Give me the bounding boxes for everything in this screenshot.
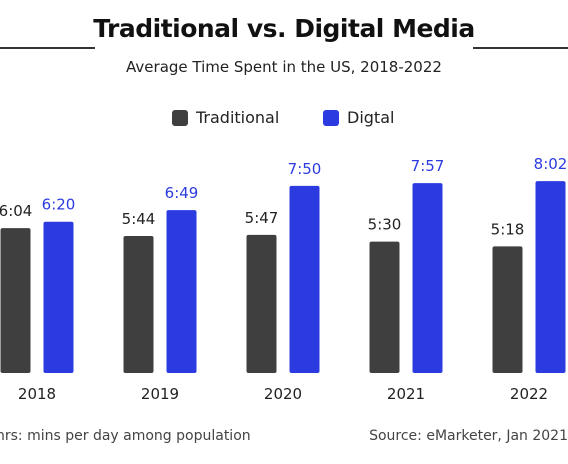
bar-digital-2020 [289, 185, 320, 373]
bar-traditional-2021 [369, 241, 400, 373]
data-label-digital-2018: 6:20 [42, 196, 76, 214]
bar-traditional-2019 [123, 236, 154, 373]
legend-swatch-digital [323, 109, 339, 126]
data-label-traditional-2020: 5:47 [245, 209, 279, 227]
bar-traditional-2020 [246, 234, 277, 373]
title-rule-left [0, 47, 95, 49]
x-tick-label-2019: 2019 [141, 385, 179, 403]
bar-traditional-2022 [492, 246, 523, 373]
data-label-traditional-2021: 5:30 [368, 216, 402, 234]
chart-subtitle: Average Time Spent in the US, 2018-2022 [126, 58, 442, 76]
bar-traditional-2018 [0, 228, 31, 373]
bar-digital-2021 [412, 183, 443, 373]
data-label-traditional-2019: 5:44 [122, 210, 156, 228]
data-label-traditional-2022: 5:18 [491, 220, 525, 238]
legend: Traditional Digtal [0, 108, 568, 130]
bar-digital-2019 [166, 210, 197, 373]
data-label-digital-2021: 7:57 [411, 157, 445, 175]
data-label-digital-2022: 8:02 [534, 155, 568, 173]
x-tick-label-2022: 2022 [510, 385, 548, 403]
data-label-digital-2019: 6:49 [165, 184, 199, 202]
title-rule-right [473, 47, 568, 49]
data-label-traditional-2018: 6:04 [0, 202, 32, 220]
unit-note: hrs: mins per day among population [0, 428, 251, 444]
bar-digital-2018 [43, 221, 74, 373]
legend-swatch-traditional [172, 109, 188, 126]
legend-item-traditional: Traditional [172, 108, 279, 127]
x-tick-label-2020: 2020 [264, 385, 302, 403]
legend-item-digital: Digtal [323, 108, 394, 127]
bar-digital-2022 [535, 181, 566, 373]
legend-label-traditional: Traditional [196, 108, 280, 127]
x-tick-label-2021: 2021 [387, 385, 425, 403]
source-note: Source: eMarketer, Jan 2021 [369, 428, 568, 444]
data-label-digital-2020: 7:50 [288, 160, 322, 178]
x-tick-label-2018: 2018 [18, 385, 56, 403]
legend-label-digital: Digtal [347, 108, 395, 127]
chart-title: Traditional vs. Digital Media [93, 14, 475, 43]
